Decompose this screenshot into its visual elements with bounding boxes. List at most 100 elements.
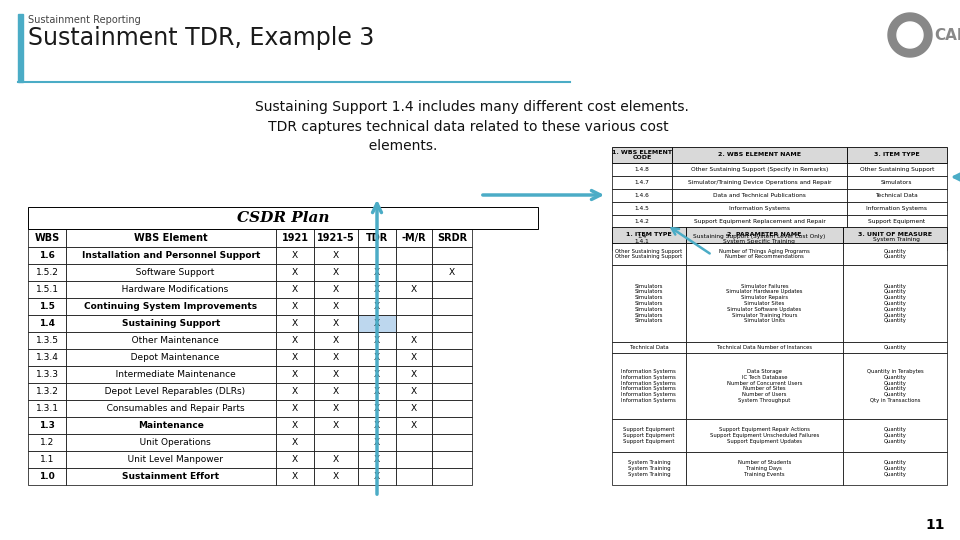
Text: Simulators: Simulators xyxy=(881,180,913,185)
Bar xyxy=(396,349,432,366)
Bar xyxy=(432,366,472,383)
Text: 1.4.5: 1.4.5 xyxy=(635,206,650,211)
Bar xyxy=(276,332,314,349)
Text: X: X xyxy=(333,336,339,345)
Text: 11: 11 xyxy=(925,518,945,532)
Text: X: X xyxy=(333,319,339,328)
Text: 2. WBS ELEMENT NAME: 2. WBS ELEMENT NAME xyxy=(718,152,801,158)
Text: Simulator/Training Device Operations and Repair: Simulator/Training Device Operations and… xyxy=(687,180,831,185)
Bar xyxy=(66,383,276,400)
Text: 3. ITEM TYPE: 3. ITEM TYPE xyxy=(874,152,920,158)
Bar xyxy=(358,264,396,281)
Text: Technical Data: Technical Data xyxy=(876,193,918,198)
Text: Hardware Modifications: Hardware Modifications xyxy=(113,285,228,294)
Bar xyxy=(396,229,432,247)
Text: X: X xyxy=(292,251,298,260)
Text: Depot Level Reparables (DLRs): Depot Level Reparables (DLRs) xyxy=(96,387,246,396)
Bar xyxy=(314,264,358,281)
Bar xyxy=(432,315,472,332)
Bar xyxy=(432,332,472,349)
Bar xyxy=(66,298,276,315)
Bar xyxy=(276,349,314,366)
Text: Unit Operations: Unit Operations xyxy=(132,438,211,447)
Text: Information Systems
Information Systems
Information Systems
Information Systems
: Information Systems Information Systems … xyxy=(621,369,676,403)
Text: Information Systems: Information Systems xyxy=(866,206,927,211)
Text: Quantity
Quantity
Quantity: Quantity Quantity Quantity xyxy=(883,460,906,477)
Bar xyxy=(314,451,358,468)
Text: CADE: CADE xyxy=(934,28,960,43)
Text: 2. PARAMETER NAME: 2. PARAMETER NAME xyxy=(728,233,802,238)
Text: X: X xyxy=(411,370,417,379)
Text: Information Systems: Information Systems xyxy=(729,206,790,211)
Bar xyxy=(314,366,358,383)
Bar xyxy=(672,215,847,228)
Bar xyxy=(672,202,847,215)
Text: Support Equipment Replacement and Repair: Support Equipment Replacement and Repair xyxy=(693,219,826,224)
Text: Sustainment TDR, Example 3: Sustainment TDR, Example 3 xyxy=(28,26,374,50)
Text: 1.5: 1.5 xyxy=(39,302,55,311)
Text: Sustainment Effort: Sustainment Effort xyxy=(123,472,220,481)
Bar xyxy=(612,202,672,215)
Bar xyxy=(358,451,396,468)
Bar xyxy=(358,332,396,349)
Bar xyxy=(843,452,947,485)
Bar xyxy=(396,332,432,349)
Bar xyxy=(28,332,66,349)
Text: X: X xyxy=(411,404,417,413)
Bar xyxy=(276,468,314,485)
Bar xyxy=(847,163,947,176)
Bar xyxy=(396,281,432,298)
Bar xyxy=(314,434,358,451)
Text: 1.0: 1.0 xyxy=(39,472,55,481)
Bar xyxy=(66,281,276,298)
Text: Quantity
Quantity: Quantity Quantity xyxy=(883,248,906,259)
Bar xyxy=(28,417,66,434)
Text: Other Sustaining Support (Specify in Remarks): Other Sustaining Support (Specify in Rem… xyxy=(690,167,828,172)
Text: 1921-5: 1921-5 xyxy=(317,233,355,243)
Text: 1.1: 1.1 xyxy=(39,455,54,464)
Text: 1.5.2: 1.5.2 xyxy=(36,268,59,277)
Bar xyxy=(66,468,276,485)
Text: X: X xyxy=(411,353,417,362)
Bar xyxy=(672,228,847,250)
Bar xyxy=(358,366,396,383)
Bar xyxy=(66,315,276,332)
Text: X: X xyxy=(374,455,380,464)
Text: -M/R: -M/R xyxy=(401,233,426,243)
Bar xyxy=(276,383,314,400)
Bar xyxy=(28,315,66,332)
Bar xyxy=(66,451,276,468)
Text: X: X xyxy=(292,302,298,311)
Bar xyxy=(276,247,314,264)
Bar xyxy=(314,383,358,400)
Text: X: X xyxy=(374,421,380,430)
Bar xyxy=(28,247,66,264)
Bar xyxy=(685,227,843,243)
Polygon shape xyxy=(897,22,923,48)
Bar xyxy=(314,281,358,298)
Bar xyxy=(843,419,947,452)
Text: Quantity in Terabytes
Quantity
Quantity
Quantity
Quantity
Qty in Transactions: Quantity in Terabytes Quantity Quantity … xyxy=(867,369,924,403)
Bar xyxy=(396,366,432,383)
Text: Other Sustaining Support
Other Sustaining Support: Other Sustaining Support Other Sustainin… xyxy=(615,248,683,259)
Text: Quantity
Quantity
Quantity: Quantity Quantity Quantity xyxy=(883,427,906,444)
Text: Intermediate Maintenance: Intermediate Maintenance xyxy=(107,370,235,379)
Bar xyxy=(612,163,672,176)
Bar xyxy=(396,264,432,281)
Text: 1.3.4: 1.3.4 xyxy=(36,353,59,362)
Bar xyxy=(314,349,358,366)
Bar xyxy=(28,207,538,229)
Bar xyxy=(358,281,396,298)
Text: Sustaining Support 1.4 includes many different cost elements.
   TDR captures te: Sustaining Support 1.4 includes many dif… xyxy=(255,100,689,153)
Text: X: X xyxy=(333,370,339,379)
Bar xyxy=(432,434,472,451)
Bar xyxy=(672,163,847,176)
Bar xyxy=(314,400,358,417)
Bar xyxy=(276,366,314,383)
Bar xyxy=(314,315,358,332)
Text: Continuing System Improvements: Continuing System Improvements xyxy=(84,302,257,311)
Bar xyxy=(612,227,685,243)
Text: Data Storage
IC Tech Database
Number of Concurrent Users
Number of Sites
Number : Data Storage IC Tech Database Number of … xyxy=(727,369,803,403)
Bar xyxy=(672,189,847,202)
Text: 1.3.1: 1.3.1 xyxy=(36,404,59,413)
